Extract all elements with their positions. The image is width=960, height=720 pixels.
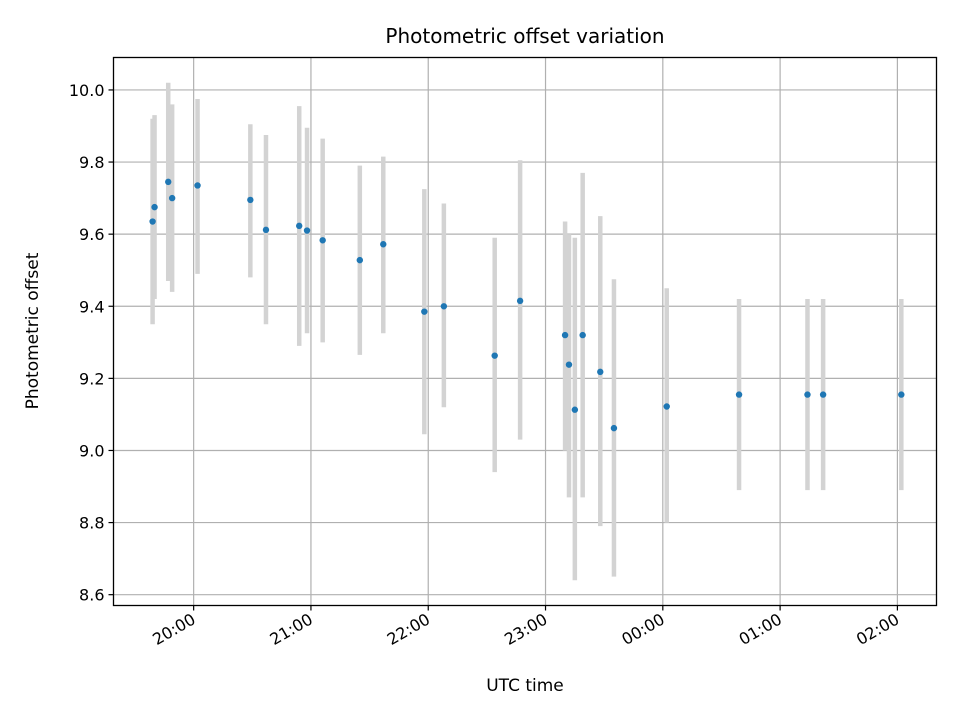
- y-tick-label: 9.0: [79, 441, 104, 460]
- data-point: [165, 178, 172, 186]
- data-point: [819, 391, 827, 398]
- data-point: [565, 361, 573, 368]
- data-point: [421, 308, 428, 315]
- plot-frame: [112, 56, 938, 607]
- data-point: [296, 222, 303, 230]
- x-axis-label: UTC time: [486, 676, 564, 696]
- chart-title: Photometric offset variation: [385, 24, 664, 48]
- data-point: [247, 196, 254, 204]
- y-axis-ticks: 8.6 8.8 9.0 9.2 9.4 9.6 9.8 10.0: [69, 81, 114, 605]
- data-point: [898, 391, 905, 398]
- data-point: [151, 203, 158, 211]
- data-point: [440, 303, 448, 310]
- data-point: [319, 237, 326, 244]
- data-point: [356, 256, 364, 264]
- data-point: [735, 391, 743, 398]
- data-point: [149, 218, 156, 225]
- data-point: [516, 297, 524, 305]
- y-axis-label: Photometric offset: [23, 252, 43, 409]
- data-point: [561, 331, 569, 339]
- data-point: [663, 403, 670, 410]
- y-tick-label: 9.4: [79, 297, 104, 316]
- data-point: [380, 241, 387, 248]
- y-tick-label: 9.2: [79, 369, 104, 388]
- y-tick-label: 9.6: [79, 225, 104, 244]
- data-point: [597, 368, 604, 376]
- data-point: [168, 194, 176, 202]
- data-points: [149, 178, 905, 432]
- y-tick-label: 10.0: [69, 81, 105, 100]
- data-point: [610, 424, 618, 432]
- y-tick-label: 9.8: [79, 153, 104, 172]
- data-point: [491, 352, 498, 359]
- y-tick-label: 8.8: [79, 514, 104, 533]
- y-tick-label: 8.6: [79, 586, 104, 605]
- data-point: [194, 182, 201, 189]
- data-point: [579, 331, 586, 339]
- data-point: [303, 227, 311, 234]
- data-point: [262, 226, 270, 234]
- data-point: [571, 406, 579, 413]
- data-point: [804, 391, 811, 398]
- grid-lines: [113, 57, 937, 606]
